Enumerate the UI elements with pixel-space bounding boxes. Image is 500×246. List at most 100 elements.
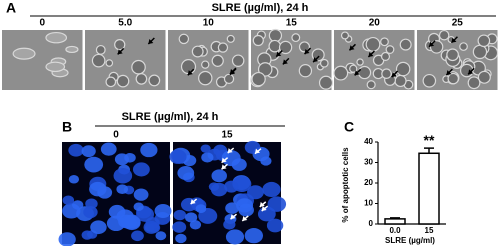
cell	[333, 65, 349, 81]
x-axis-title: SLRE (µg/ml)	[385, 236, 435, 245]
nucleus	[68, 143, 84, 157]
cell	[180, 59, 197, 75]
nucleus	[155, 231, 167, 241]
panel-label: C	[344, 119, 354, 135]
cell	[459, 42, 468, 51]
nucleus	[225, 229, 245, 245]
cell	[268, 28, 283, 43]
column-label: 15	[221, 130, 233, 141]
arrow-head	[230, 69, 236, 75]
arrow-head	[354, 70, 360, 76]
cell	[198, 70, 213, 86]
error-bar	[390, 217, 400, 219]
column-label: 15	[286, 18, 298, 29]
cell	[357, 65, 372, 80]
cell	[223, 73, 235, 85]
arrow-head	[187, 70, 193, 76]
nucleus	[210, 182, 228, 197]
nucleus	[84, 156, 104, 173]
arrow-head	[117, 49, 123, 55]
nucleus	[113, 167, 133, 184]
arrow-head	[429, 41, 435, 47]
arrow-head	[190, 199, 196, 205]
arrow-head	[276, 51, 282, 57]
nucleus	[133, 202, 144, 212]
cell	[477, 34, 491, 48]
nucleus	[100, 142, 117, 156]
nucleus	[201, 152, 214, 163]
nucleus	[262, 181, 281, 198]
nucleus	[132, 162, 150, 177]
y-tick-label: 30	[364, 158, 373, 167]
nucleus	[173, 209, 187, 221]
nucleus	[195, 204, 207, 214]
nucleus	[90, 220, 107, 235]
nucleus	[131, 230, 144, 242]
cell	[349, 64, 358, 73]
column-label: 5.0	[118, 18, 132, 29]
arrow-head	[391, 72, 397, 78]
column-label: 20	[369, 18, 381, 29]
nucleus	[260, 156, 272, 166]
cell	[477, 70, 491, 84]
arrow-head	[242, 215, 248, 221]
cell	[380, 37, 389, 47]
nucleus	[85, 198, 98, 209]
nucleus	[154, 203, 172, 219]
cell	[251, 71, 266, 87]
nucleus	[266, 218, 284, 233]
nucleus	[143, 220, 160, 234]
arrow-head	[221, 157, 227, 163]
cell	[105, 59, 114, 67]
cell	[446, 48, 459, 62]
nucleus	[232, 176, 252, 192]
nucleus	[83, 206, 98, 219]
cell	[438, 29, 450, 41]
cell	[385, 45, 395, 54]
cell	[381, 68, 392, 80]
y-axis-title: % of apoptotic cells	[341, 147, 350, 223]
cell	[135, 73, 148, 85]
nucleus	[124, 152, 136, 163]
nucleus	[89, 181, 107, 197]
column-label: 0	[113, 130, 119, 141]
cell	[318, 75, 334, 90]
cell	[231, 54, 245, 68]
cell	[340, 31, 350, 40]
arrow-head	[254, 148, 260, 154]
cell	[65, 45, 79, 54]
cell	[319, 58, 329, 68]
nucleus	[116, 184, 129, 195]
bar	[418, 152, 440, 225]
column-label: 25	[452, 18, 464, 29]
cell	[365, 36, 381, 52]
nucleus	[68, 175, 80, 184]
cell	[178, 33, 190, 45]
panel-label: A	[6, 0, 16, 16]
cell	[211, 54, 224, 67]
cell	[311, 48, 325, 62]
column-label: 10	[203, 18, 215, 29]
arrow-head	[230, 214, 236, 220]
cell	[291, 33, 301, 43]
cell	[278, 40, 293, 55]
nucleus	[177, 166, 195, 181]
cell	[12, 47, 36, 60]
panel-label: B	[62, 119, 72, 135]
x-tick-label: 15	[425, 226, 434, 235]
nucleus	[221, 150, 241, 167]
nucleus	[172, 221, 187, 233]
nucleus	[185, 212, 198, 223]
cell	[191, 45, 204, 58]
cell	[447, 72, 459, 85]
cell	[298, 64, 313, 78]
arrow-head	[148, 38, 154, 44]
cell	[217, 42, 229, 53]
cell	[114, 39, 126, 51]
cell	[467, 76, 481, 90]
nucleus	[133, 188, 149, 201]
arrow-head	[227, 148, 233, 154]
panel-title: SLRE (µg/ml), 24 h	[212, 2, 309, 14]
column-label: 0	[39, 18, 45, 29]
arrow-head	[221, 164, 227, 170]
